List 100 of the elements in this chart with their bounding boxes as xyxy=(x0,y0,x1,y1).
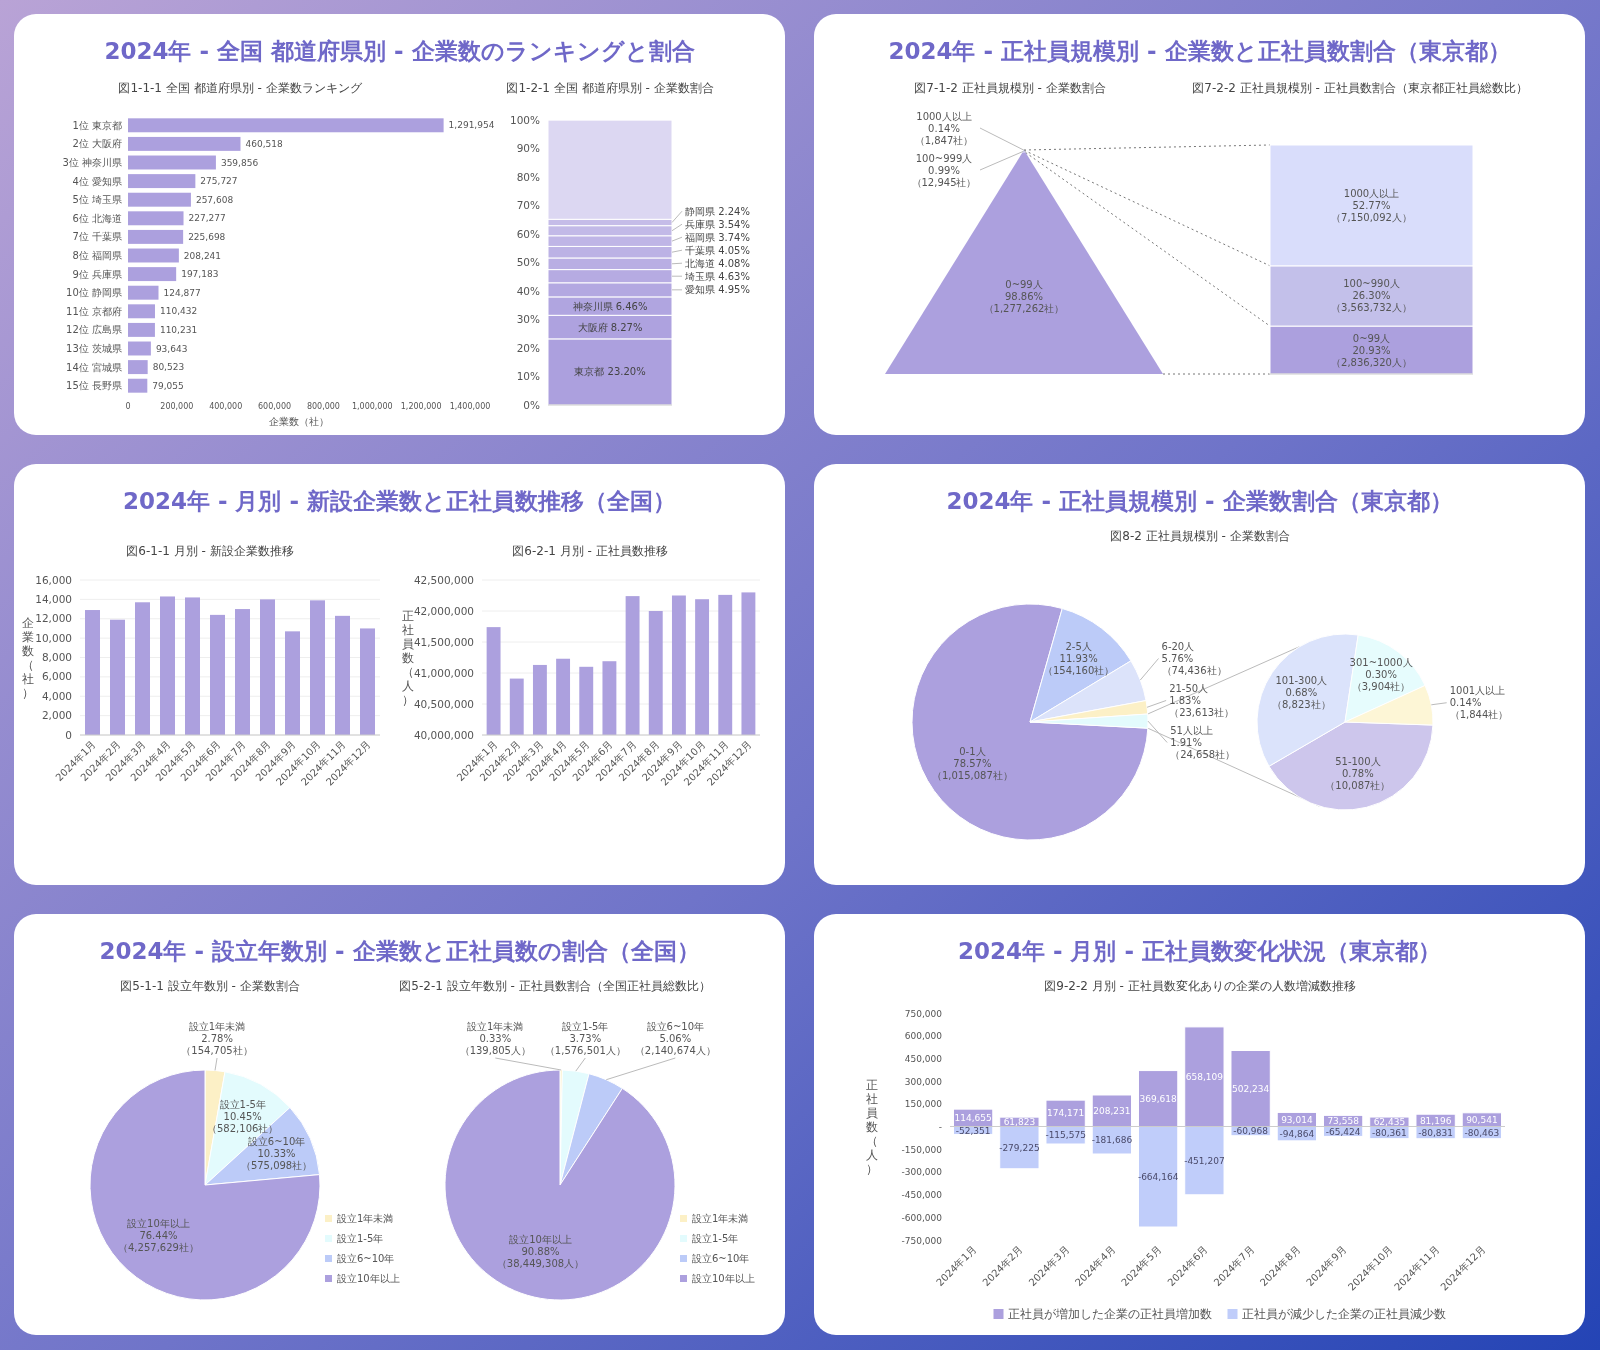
data-label: 0~99人 20.93% （2,836,320人） xyxy=(1331,332,1412,368)
data-label: 90,541 xyxy=(1466,1114,1498,1125)
y-tick-label: -600,000 xyxy=(901,1212,943,1223)
y-tick-label: 0% xyxy=(523,398,541,411)
data-label: 197,183 xyxy=(181,269,219,280)
chart-subtitle: 図7-2-2 正社員規模別 - 正社員数割合（東京都正社員総数比） xyxy=(1192,81,1528,95)
data-label: 98.86% （1,277,262社） xyxy=(983,290,1065,314)
slice-label: 51-100人 xyxy=(1335,755,1381,767)
data-label: 174,171 xyxy=(1047,1108,1085,1119)
data-label: -664,164 xyxy=(1137,1171,1179,1182)
data-label: 1.91% （24,658社） xyxy=(1170,737,1236,760)
chart-title: 2024年 - 正社員規模別 - 企業数割合（東京都） xyxy=(946,488,1453,514)
y-tick-label: 12,000 xyxy=(35,612,72,625)
data-label: 5.76% （74,436社） xyxy=(1161,653,1227,676)
data-label: -80,361 xyxy=(1372,1127,1407,1138)
y-tick-label: 100% xyxy=(509,113,541,126)
y-tick-label: 12位 広島県 xyxy=(66,324,122,336)
y-tick-label: 9位 兵庫県 xyxy=(72,268,122,280)
y-tick-label: 41,500,000 xyxy=(413,635,474,648)
y-tick-label: 42,500,000 xyxy=(413,573,474,586)
y-tick-label: 42,000,000 xyxy=(413,604,474,617)
y-tick-label: 40,000,000 xyxy=(413,728,474,741)
data-label: -52,351 xyxy=(955,1125,991,1136)
data-label: 110,231 xyxy=(159,325,198,336)
data-label: -60,968 xyxy=(1233,1126,1269,1137)
data-label: 大阪府 8.27% xyxy=(577,321,643,333)
y-tick-label: 150,000 xyxy=(904,1099,943,1110)
y-tick-label: 2,000 xyxy=(41,709,72,722)
data-label: 369,618 xyxy=(1139,1093,1178,1104)
y-tick-label: 50% xyxy=(516,256,541,268)
data-label: 208,241 xyxy=(183,250,222,261)
data-label: 北海道 4.08% xyxy=(685,257,750,269)
y-tick-label: 40% xyxy=(516,284,541,297)
y-tick-label: 10% xyxy=(516,370,541,382)
x-tick-label: 1,000,000 xyxy=(351,402,393,411)
legend-label: 設立10年以上 xyxy=(692,1273,755,1284)
data-label: 兵庫県 3.54% xyxy=(685,218,750,230)
data-label: 0.99% （12,945社） xyxy=(911,164,977,188)
slice-label: 1001人以上 xyxy=(1449,685,1506,697)
chart-title: 2024年 - 全国 都道府県別 - 企業数のランキングと割合 xyxy=(104,38,695,64)
legend-label: 設立1-5年 xyxy=(337,1233,384,1244)
chart-subtitle: 図5-2-1 設立年数別 - 正社員数割合（全国正社員総数比） xyxy=(399,979,711,993)
chart-subtitle: 図1-2-1 全国 都道府県別 - 企業数割合 xyxy=(506,81,714,95)
chart-subtitle: 図9-2-2 月別 - 正社員数変化ありの企業の人数増減数推移 xyxy=(1044,979,1356,993)
y-tick-label: 1位 東京都 xyxy=(72,119,122,131)
data-label: -451,207 xyxy=(1184,1155,1225,1166)
x-axis-title: 企業数（社） xyxy=(269,416,329,427)
data-label: 福岡県 3.74% xyxy=(685,231,750,243)
data-label: 61,823 xyxy=(1003,1116,1036,1127)
data-label: 73,558 xyxy=(1327,1116,1360,1127)
category-label: 1000人以上 xyxy=(916,110,972,122)
data-label: 90.88% （38,449,308人） xyxy=(496,1245,585,1269)
data-label: 502,234 xyxy=(1232,1083,1270,1094)
y-tick-label: 6,000 xyxy=(41,670,72,683)
y-tick-label: 3位 神奈川県 xyxy=(62,157,122,168)
chart-title: 2024年 - 月別 - 新設企業数と正社員数推移（全国） xyxy=(122,488,677,514)
legend-label: 正社員が増加した企業の正社員増加数 xyxy=(1007,1307,1212,1321)
data-label: 2.78% （154,705社） xyxy=(181,1032,253,1056)
data-label: 62,435 xyxy=(1373,1116,1406,1127)
category-label: 0~99人 xyxy=(1005,278,1043,290)
data-label: 0.30% （3,904社） xyxy=(1351,668,1411,692)
data-label: 93,643 xyxy=(155,343,188,354)
x-tick-label: 600,000 xyxy=(258,402,292,411)
legend-label: 設立10年以上 xyxy=(337,1273,400,1284)
data-label: 千葉県 4.05% xyxy=(685,244,750,256)
data-label: 10.33% （575,098社） xyxy=(240,1147,313,1171)
data-label: 0.14% （1,844社） xyxy=(1449,697,1509,721)
y-tick-label: 11位 京都府 xyxy=(66,305,122,317)
data-label: 359,856 xyxy=(220,157,259,168)
legend-label: 設立1年未満 xyxy=(337,1213,394,1224)
x-tick-label: 1,400,000 xyxy=(449,402,491,411)
data-label: 東京都 23.20% xyxy=(574,366,646,378)
slice-label: 設立6~10年 xyxy=(646,1020,705,1032)
y-tick-label: 10,000 xyxy=(35,631,72,644)
data-label: 81,196 xyxy=(1419,1115,1452,1126)
legend-label: 設立1-5年 xyxy=(692,1233,739,1244)
slice-label: 301~1000人 xyxy=(1349,656,1413,668)
y-tick-label: 90% xyxy=(516,142,541,154)
y-axis-title: 企業数（社） xyxy=(22,615,34,700)
data-label: -94,864 xyxy=(1279,1128,1315,1139)
y-tick-label: 300,000 xyxy=(904,1076,943,1087)
data-label: 80,523 xyxy=(152,362,185,373)
legend-label: 正社員が減少した企業の正社員減少数 xyxy=(1241,1307,1446,1321)
data-label: 0.68% （8,823社） xyxy=(1272,686,1331,710)
y-tick-label: 13位 茨城県 xyxy=(66,343,122,354)
slice-label: 設立1-5年 xyxy=(562,1020,609,1032)
y-tick-label: 8位 福岡県 xyxy=(72,250,122,261)
y-tick-label: 30% xyxy=(516,313,541,325)
x-tick-label: 0 xyxy=(125,402,131,411)
chart-subtitle: 図5-1-1 設立年数別 - 企業数割合 xyxy=(120,979,300,993)
x-tick-label: 800,000 xyxy=(306,402,340,411)
data-label: -80,463 xyxy=(1464,1127,1500,1138)
slice-label: 0-1人 xyxy=(959,745,986,757)
y-tick-label: 40,500,000 xyxy=(413,697,474,710)
slice-label: 設立1-5年 xyxy=(219,1098,266,1110)
legend-label: 設立6~10年 xyxy=(337,1253,395,1264)
data-label: 1.83% （23,613社） xyxy=(1169,695,1235,718)
y-tick-label: 20% xyxy=(516,341,541,354)
data-label: 1,291,954 xyxy=(448,120,495,131)
data-label: 静岡県 2.24% xyxy=(685,205,750,217)
